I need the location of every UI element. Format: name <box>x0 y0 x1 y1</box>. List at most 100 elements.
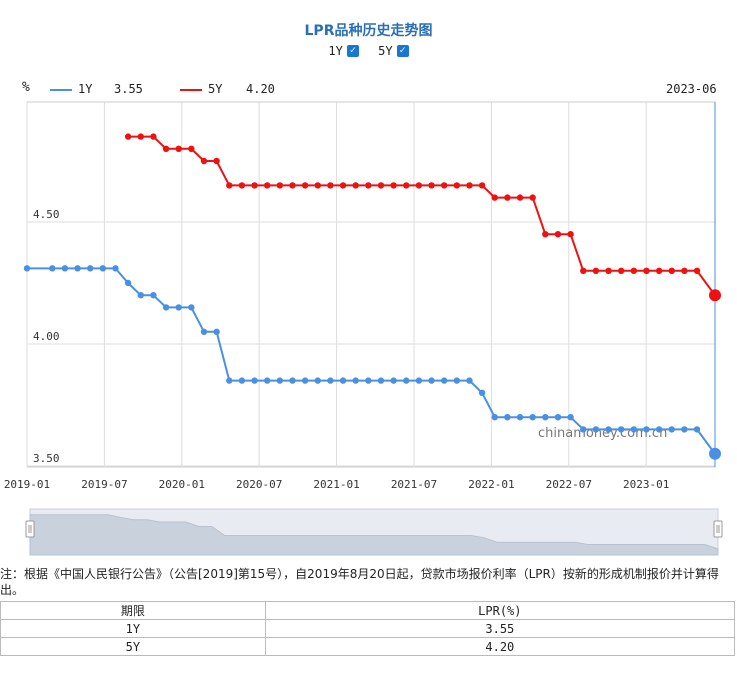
data-point-1y <box>681 426 688 433</box>
x-tick-label: 2022-07 <box>546 478 592 491</box>
data-point-1y <box>289 377 296 384</box>
data-point-5y <box>175 145 182 152</box>
data-point-5y <box>681 267 688 274</box>
x-tick-label: 2020-07 <box>236 478 282 491</box>
data-point-5y <box>453 182 461 189</box>
data-point-5y <box>263 182 271 189</box>
data-point-5y <box>668 267 675 274</box>
footnote: 注：根据《中国人民银行公告》（公告[2019]第15号），自2019年8月20日… <box>0 567 719 597</box>
x-tick-label: 2020-01 <box>159 478 205 491</box>
data-point-1y <box>453 377 461 384</box>
data-point-1y <box>238 377 246 384</box>
data-point-1y <box>567 414 574 421</box>
data-point-1y <box>415 377 423 384</box>
data-point-1y <box>466 377 473 384</box>
y-tick-label: 3.50 <box>33 452 60 465</box>
data-point-1y <box>352 377 359 384</box>
toggle-1y[interactable]: 1Y ✓ <box>328 44 359 58</box>
toggle-1y-label: 1Y <box>328 44 343 58</box>
data-point-5y <box>466 182 473 189</box>
data-point-1y <box>213 328 220 335</box>
data-point-1y <box>605 426 612 433</box>
data-point-5y <box>617 267 625 274</box>
data-point-1y <box>377 377 385 384</box>
data-point-1y <box>339 377 347 384</box>
data-point-1y <box>428 377 435 384</box>
data-point-5y <box>516 194 524 201</box>
y-tick-label: 4.50 <box>33 208 60 221</box>
data-point-5y <box>352 182 359 189</box>
data-point-5y <box>415 182 423 189</box>
data-point-5y <box>440 182 448 189</box>
data-point-1y <box>643 426 650 433</box>
data-point-5y <box>580 267 587 274</box>
current-date: 2023-06 <box>666 82 717 96</box>
legend-1y-value: 3.55 <box>114 82 143 96</box>
data-point-1y <box>87 265 94 272</box>
data-point-1y <box>188 304 195 311</box>
data-point-1y <box>23 265 31 272</box>
data-point-1y <box>630 426 638 433</box>
data-point-1y <box>162 304 170 311</box>
table-cell: 1Y <box>0 619 266 638</box>
lpr-table: 期限 LPR(%) 1Y 3.55 5Y 4.20 <box>0 601 736 656</box>
data-point-5y <box>213 157 220 165</box>
data-point-1y <box>301 377 309 384</box>
checkbox-5y-icon[interactable]: ✓ <box>396 45 409 57</box>
data-point-1y <box>617 426 625 433</box>
data-point-5y <box>124 133 132 140</box>
data-point-1y <box>150 292 157 299</box>
toggle-5y[interactable]: 5Y ✓ <box>378 44 409 58</box>
unit-label: % <box>22 80 30 95</box>
data-point-1y <box>542 414 549 421</box>
data-point-1y <box>655 426 663 433</box>
data-point-1y <box>175 304 182 311</box>
data-point-5y <box>137 133 144 140</box>
data-point-5y <box>377 182 385 189</box>
toggle-5y-label: 5Y <box>378 44 393 58</box>
data-point-1y <box>200 328 208 335</box>
data-point-5y <box>630 267 638 274</box>
legend-5y-name: 5Y <box>208 82 223 96</box>
legend-1y-name: 1Y <box>78 82 93 96</box>
legend-1y-line <box>50 89 72 91</box>
data-point-1y <box>554 414 562 421</box>
data-point-1y <box>516 414 524 421</box>
data-point-1y <box>137 292 144 299</box>
data-point-1y <box>478 389 486 396</box>
data-point-1y <box>390 377 397 384</box>
data-point-1y <box>529 414 536 421</box>
data-point-1y <box>74 265 81 272</box>
table-cell: 5Y <box>0 637 266 656</box>
data-point-1y <box>327 377 334 384</box>
data-point-1y <box>365 377 372 384</box>
data-point-1y <box>314 377 321 384</box>
x-tick-label: 2022-01 <box>468 478 514 491</box>
x-tick-label: 2023-01 <box>623 478 669 491</box>
data-point-5y <box>605 267 612 274</box>
table-header: 期限 <box>0 601 266 620</box>
data-point-1y <box>61 265 69 272</box>
data-point-5y <box>251 182 258 189</box>
table-row: 1Y 3.55 <box>0 619 736 638</box>
legend-5y-line <box>180 89 202 91</box>
data-point-5y <box>709 289 721 302</box>
data-point-5y <box>529 194 536 201</box>
x-tick-label: 2021-07 <box>391 478 437 491</box>
data-point-5y <box>390 182 397 189</box>
data-point-5y <box>403 182 410 189</box>
range-slider-preview <box>29 514 719 556</box>
checkbox-1y-icon[interactable]: ✓ <box>346 45 359 57</box>
data-point-5y <box>339 182 347 189</box>
data-point-5y <box>643 267 650 274</box>
data-point-5y <box>289 182 296 189</box>
data-point-5y <box>238 182 246 189</box>
lpr-chart[interactable]: 3.50 4.00 4.50 2019-01 2019-07 2020-01 2020-07… <box>0 0 737 560</box>
legend-5y-value: 4.20 <box>246 82 275 96</box>
range-handle-right[interactable] <box>713 520 723 538</box>
x-tick-label: 2021-01 <box>313 478 359 491</box>
data-point-1y <box>592 426 600 433</box>
range-handle-left[interactable] <box>25 520 35 538</box>
data-point-5y <box>188 145 195 152</box>
data-point-5y <box>693 267 701 274</box>
